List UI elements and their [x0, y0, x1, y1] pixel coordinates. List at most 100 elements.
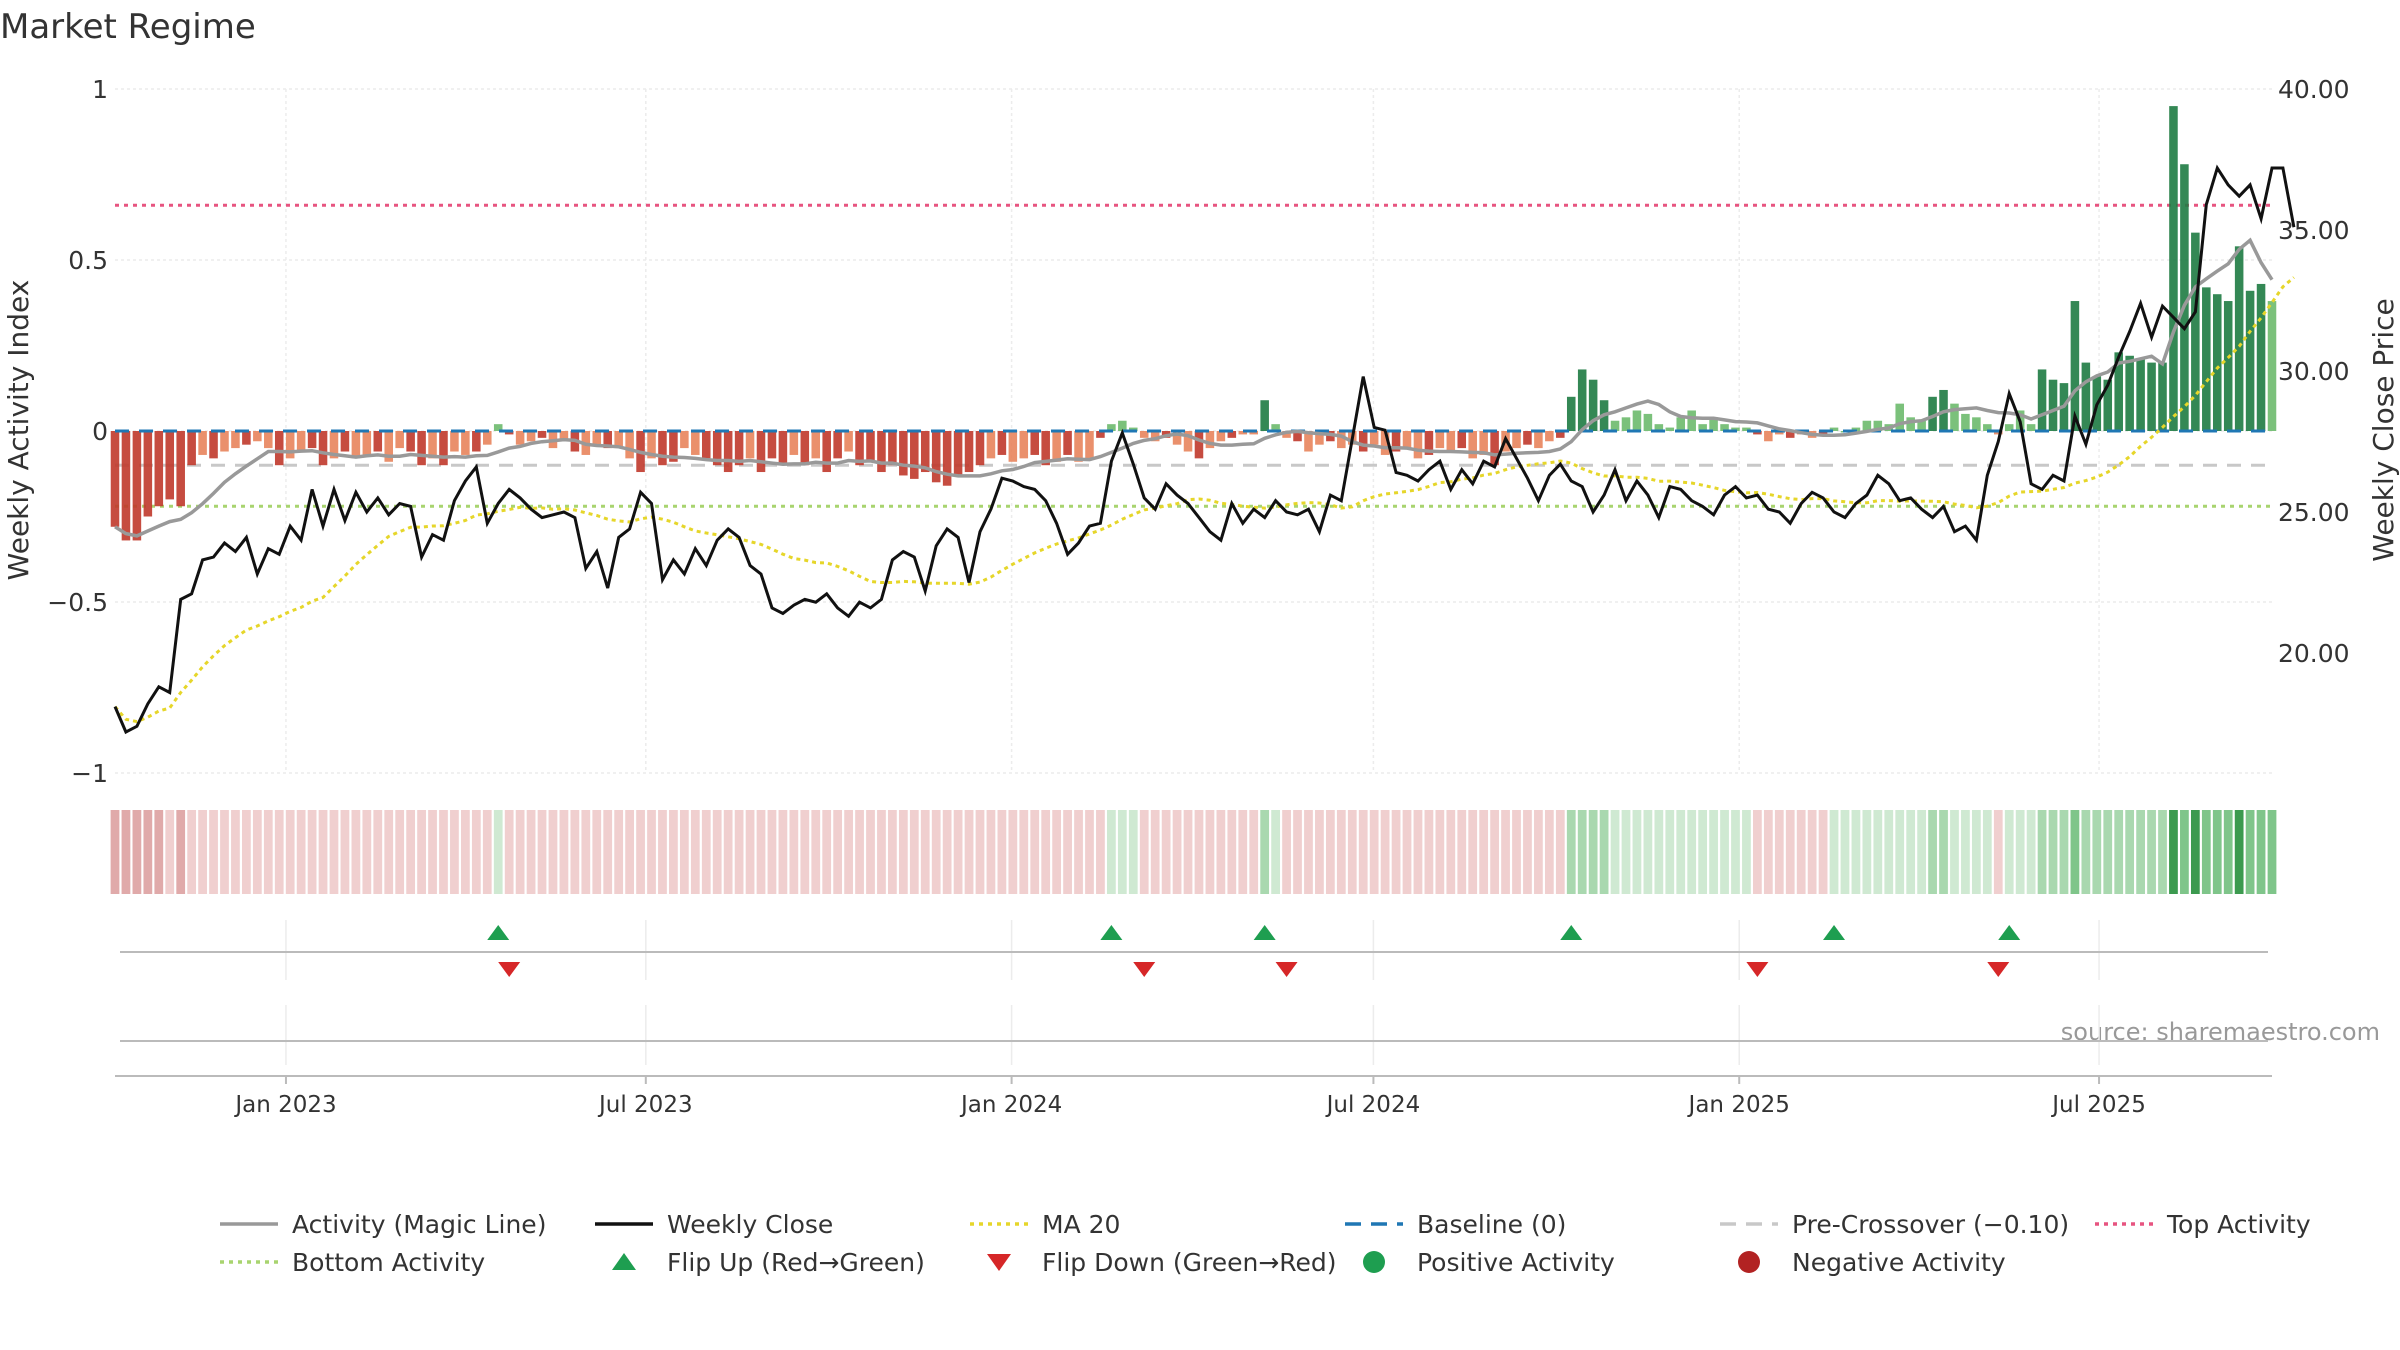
- activity-bar: [187, 431, 196, 466]
- regime-cell: [690, 810, 700, 894]
- activity-bar: [406, 431, 415, 452]
- regime-cell: [701, 810, 711, 894]
- regime-cell: [1917, 810, 1927, 894]
- regime-cell: [1315, 810, 1324, 894]
- activity-bar: [340, 431, 350, 452]
- y-left-tick-label: −0.5: [47, 588, 108, 617]
- regime-cell: [1128, 810, 1138, 894]
- regime-cell: [2070, 810, 2080, 894]
- regime-cell: [734, 810, 744, 894]
- regime-cell: [1763, 810, 1773, 894]
- regime-cell: [942, 810, 952, 894]
- weekly-close-line: [113, 164, 2296, 735]
- activity-bar: [1534, 431, 1543, 449]
- activity-bar: [461, 431, 470, 455]
- regime-cell: [439, 810, 448, 894]
- regime-cell: [1971, 810, 1981, 894]
- regime-cell: [1391, 810, 1401, 894]
- regime-cell: [2125, 810, 2135, 894]
- activity-bar: [1304, 431, 1313, 452]
- regime-cell: [614, 810, 624, 894]
- activity-bar: [942, 431, 952, 486]
- activity-bar: [975, 431, 985, 466]
- regime-cell: [1501, 810, 1510, 894]
- regime-cell: [1709, 810, 1718, 894]
- legend-item: Top Activity: [2095, 1210, 2311, 1239]
- activity-bar: [559, 431, 569, 442]
- activity-bar: [2202, 287, 2211, 431]
- regime-cell: [2212, 810, 2222, 894]
- regime-cell: [1194, 810, 1204, 894]
- activity-bar: [1731, 427, 1740, 431]
- regime-cell: [1742, 810, 1751, 894]
- regime-cell: [318, 810, 328, 894]
- regime-cell: [1052, 810, 1062, 894]
- regime-cell: [1161, 810, 1171, 894]
- activity-bar: [1238, 431, 1248, 435]
- activity-bar: [110, 431, 120, 527]
- regime-cell: [1336, 810, 1346, 894]
- activity-bar: [439, 431, 448, 466]
- flip-up-marker: [1560, 925, 1583, 940]
- activity-bar: [1917, 420, 1926, 431]
- regime-cell: [1599, 810, 1609, 894]
- activity-bar: [1074, 431, 1083, 462]
- activity-bar: [1052, 431, 1061, 462]
- activity-bar: [712, 431, 722, 466]
- regime-cell: [1369, 810, 1379, 894]
- regime-cell: [1008, 810, 1018, 894]
- regime-cell: [1490, 810, 1499, 894]
- activity-bar: [986, 431, 996, 459]
- activity-bar: [767, 431, 777, 459]
- y-right-tick-label: 25.00: [2278, 498, 2350, 527]
- regime-cell: [669, 810, 678, 894]
- regime-cell: [351, 810, 361, 894]
- regime-cell: [460, 810, 470, 894]
- activity-bar: [1490, 431, 1499, 466]
- regime-cell: [1096, 810, 1105, 894]
- activity-bar: [1632, 410, 1642, 431]
- regime-cell: [1884, 810, 1894, 894]
- activity-bar: [1950, 403, 1959, 431]
- flip-up-marker: [1823, 925, 1846, 940]
- activity-bar: [1227, 431, 1237, 438]
- regime-cell: [1512, 810, 1521, 894]
- regime-cell: [844, 810, 853, 894]
- x-tick-label: Jan 2024: [959, 1092, 1062, 1118]
- y-right-tick-label: 40.00: [2278, 75, 2350, 104]
- regime-cell: [778, 810, 788, 894]
- regime-cell: [1347, 810, 1357, 894]
- activity-bar: [1479, 431, 1488, 455]
- regime-cell: [1063, 810, 1072, 894]
- regime-cell: [636, 810, 645, 894]
- regime-cell: [307, 810, 317, 894]
- activity-bar: [1216, 431, 1226, 442]
- flip-up-marker: [1253, 925, 1276, 940]
- activity-bar: [1873, 420, 1883, 431]
- regime-cell: [1928, 810, 1937, 894]
- regime-cell: [1457, 810, 1467, 894]
- legend-swatch: [987, 1254, 1011, 1271]
- regime-cell: [745, 810, 755, 894]
- legend-label: Activity (Magic Line): [292, 1210, 546, 1239]
- activity-bar: [329, 431, 339, 459]
- regime-cell: [1205, 810, 1215, 894]
- legend-label: Top Activity: [2166, 1210, 2311, 1239]
- activity-bar: [1720, 424, 1729, 431]
- regime-strip: [110, 810, 2277, 894]
- regime-cell: [1271, 810, 1280, 894]
- regime-cell: [482, 810, 492, 894]
- regime-cell: [1577, 810, 1587, 894]
- axes: 1 0.5 0 −0.5 −1 40.00 35.00 30.00 25.00 20.00 Jan …: [47, 75, 2349, 1118]
- activity-bar: [1512, 431, 1521, 449]
- activity-bar: [1753, 431, 1762, 435]
- activity-bar: [1862, 420, 1872, 431]
- regime-cell: [1446, 810, 1456, 894]
- y-left-tick-label: −1: [71, 759, 108, 788]
- activity-bar: [2191, 232, 2200, 431]
- activity-bar: [1063, 431, 1072, 455]
- legend-label: Flip Down (Green→Red): [1042, 1248, 1337, 1277]
- activity-bar: [877, 431, 886, 473]
- regime-cell: [329, 810, 339, 894]
- regime-cell: [1468, 810, 1478, 894]
